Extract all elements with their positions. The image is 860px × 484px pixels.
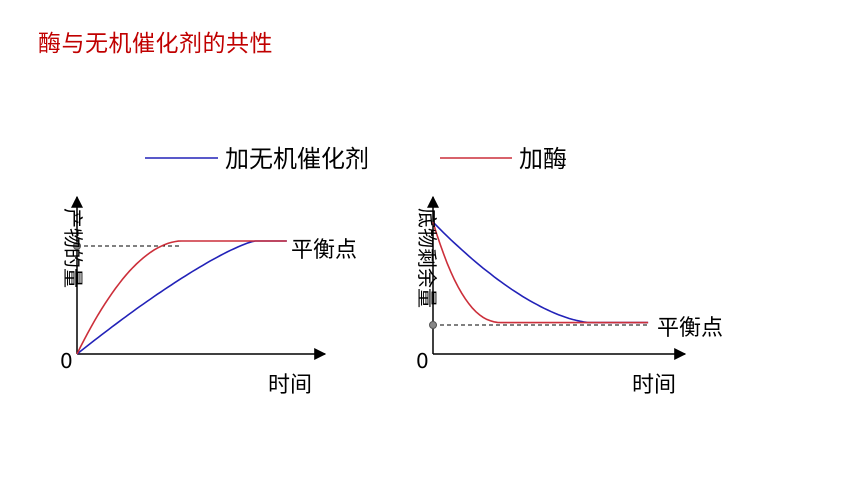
series-line-enzyme: [432, 221, 649, 324]
plateau-marker: [429, 321, 437, 329]
legend: 加无机催化剂 加酶: [145, 145, 567, 173]
chart-substrate: 平衡点 0 时间 底物剩余量: [415, 195, 723, 398]
origin-label: 0: [60, 349, 73, 373]
plateau-marker: [73, 242, 81, 250]
series-line-enzyme: [76, 240, 287, 355]
annotation-label: 平衡点: [657, 316, 723, 341]
y-axis-label: 产物的量: [61, 208, 85, 288]
x-axis-label: 时间: [632, 373, 676, 398]
legend-label-inorganic: 加无机催化剂: [225, 145, 369, 173]
legend-label-enzyme: 加酶: [519, 145, 567, 173]
annotation-label: 平衡点: [291, 238, 357, 263]
x-axis-label: 时间: [268, 373, 312, 398]
page-title: 酶与无机催化剂的共性: [38, 31, 273, 57]
series-line-inorganic: [432, 221, 649, 324]
origin-label: 0: [416, 349, 429, 373]
y-axis-label: 底物剩余量: [415, 208, 439, 308]
chart-product: 平衡点 0 时间 产物的量: [60, 195, 357, 398]
